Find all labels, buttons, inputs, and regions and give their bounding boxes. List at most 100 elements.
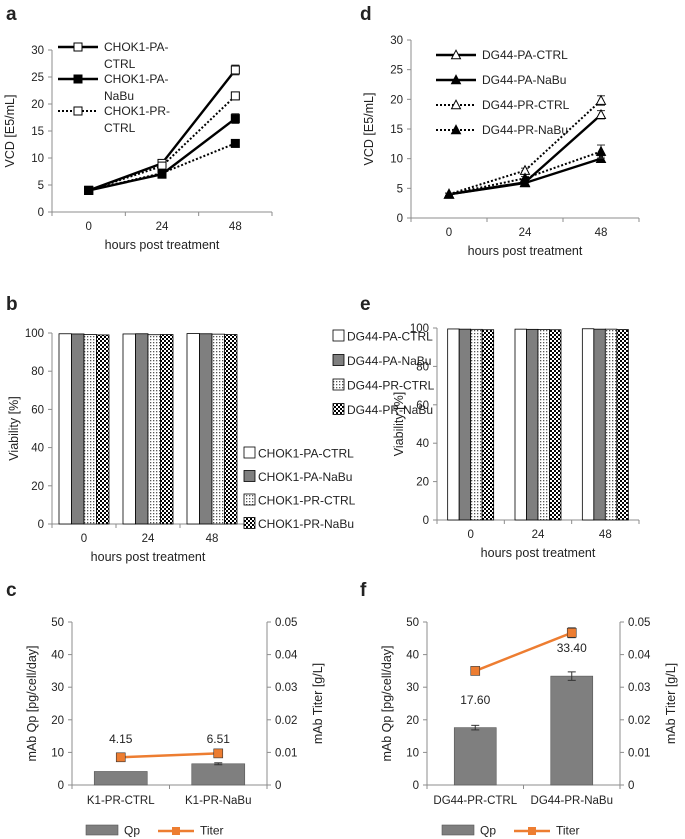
panel-a-y-tick-label: 30 [31,45,44,57]
panel-a-y-tick-label: 20 [31,99,44,111]
bar-DG44-PR-NaBu [549,329,562,521]
legend-label-CHOK1-PA-NaBu: CHOK1-PA- [104,72,168,86]
titer-point [470,666,481,676]
panel-f-y2-tick-label: 0.01 [628,747,650,759]
panel-c-y-tick-label: 40 [51,650,64,662]
legend-marker-DG44-PR-NaBu [450,124,462,135]
panel-f-x-tick-label: DG44-PR-CTRL [433,795,517,807]
panel-f-y-tick-label: 0 [413,780,419,792]
panel-c-y-tick-label: 50 [51,617,64,629]
panel-d-x-tick-label: 24 [519,227,532,239]
panel-a-x-tick-label: 24 [156,221,169,233]
bar-CHOK1-PA-CTRL [58,333,72,525]
bar-DG44-PR-NaBu [616,329,629,521]
bar-CHOK1-PA-NaBu [199,333,213,525]
bar-DG44-PR-CTRL [604,328,618,521]
panel-d-y-tick-label: 15 [390,124,403,136]
panel-e-y-tick-label: 80 [416,361,429,373]
bar-DG44-PA-CTRL [447,328,460,521]
panel-a-y-tick-label: 10 [31,153,44,165]
panel-b-y-tick-label: 40 [31,443,44,455]
legend-swatch-qp [441,824,475,836]
data-point-CHOK1-PR-NaBu [157,168,167,178]
legend-swatch-CHOK1-PA-NaBu [243,470,256,482]
series-line-CHOK1-PR-NaBu [88,142,236,192]
legend-label-CHOK1-PA-CTRL: CHOK1-PA- [104,40,168,54]
panel-d-x-tick-label: 48 [595,227,608,239]
panel-f-y-tick-label: 10 [406,747,419,759]
panel-a-y-axis-label: VCD [E5/mL] [3,95,17,168]
legend-label-CHOK1-PR-NaBu: CHOK1-PR-NaBu [258,517,354,531]
legend-label-DG44-PA-CTRL: DG44-PA-CTRL [482,48,568,62]
data-point-CHOK1-PR-NaBu [230,138,240,148]
bar-qp [191,763,246,786]
legend-marker-CHOK1-PA-CTRL [73,42,83,52]
legend-label-qp: Qp [480,824,496,838]
panel-e-y-tick-label: 20 [416,477,429,489]
panel-f-y2-tick-label: 0.03 [628,682,650,694]
panel-label-b: b [6,294,18,315]
panel-label-e: e [360,294,371,315]
panel-b-x-axis-label: hours post treatment [91,550,206,564]
data-point-DG44-PA-CTRL [595,108,607,120]
panel-f-y-tick-label: 20 [406,715,419,727]
series-line-DG44-PR-CTRL [448,99,602,196]
legend-label-DG44-PA-CTRL: DG44-PA-CTRL [347,330,433,344]
panel-a-x-axis-label: hours post treatment [105,238,220,252]
panel-c-y2-tick-label: 0 [275,780,281,792]
panel-e-y-tick-label: 100 [410,323,429,335]
panel-e-y-tick-label: 60 [416,400,429,412]
panel-f-y2-tick-label: 0 [628,780,634,792]
bar-qp [93,771,148,786]
panel-a-y-tick-label: 15 [31,126,44,138]
bar-CHOK1-PR-CTRL [147,334,161,525]
panel-f-y-tick-label: 30 [406,682,419,694]
legend-label-CHOK1-PA-NaBu: CHOK1-PA-NaBu [258,470,352,484]
panel-d-y-tick-label: 30 [390,35,403,47]
panel-e-x-tick-label: 48 [599,529,612,541]
panel-c-y-tick-label: 20 [51,715,64,727]
panel-b-x-tick-label: 0 [81,533,87,545]
series-CHOK1-PR-NaBu [84,138,240,195]
titer-point [115,752,126,763]
panel-f-y2-tick-label: 0.04 [628,650,651,662]
panel-label-f: f [360,580,367,601]
panel-f-y2-tick-label: 0.02 [628,715,650,727]
qp-value-label: 4.15 [109,732,133,746]
legend-label-qp: Qp [124,824,140,838]
panel-e-y-tick-label: 0 [423,515,429,527]
legend-swatch-DG44-PA-NaBu [332,354,345,366]
panel-c-y-tick-label: 10 [51,747,64,759]
panel-e-y-axis-label: Viability [%] [392,392,406,456]
data-point-CHOK1-PR-CTRL [230,91,240,101]
panel-b-y-tick-label: 80 [31,366,44,378]
panel-c-x-tick-label: K1-PR-CTRL [87,795,155,807]
legend-label-CHOK1-PR-CTRL: CHOK1-PR- [104,104,170,118]
panel-e-x-tick-label: 24 [532,529,545,541]
panel-d-x-axis-label: hours post treatment [468,244,583,258]
legend-label-DG44-PR-CTRL: DG44-PR-CTRL [482,98,570,112]
titer-line [474,631,573,673]
panel-b-y-tick-label: 0 [38,519,44,531]
legend-marker-CHOK1-PR-CTRL [73,106,83,116]
panel-d-y-tick-label: 10 [390,154,403,166]
qp-value-label: 6.51 [207,732,231,746]
titer-point [566,627,577,638]
bar-CHOK1-PA-CTRL [122,333,136,525]
titer-line [120,752,219,759]
legend-label-titer: Titer [556,824,580,838]
bar-DG44-PA-NaBu [526,328,539,521]
legend-label-titer: Titer [200,824,224,838]
panel-c-y2-tick-label: 0.05 [275,617,297,629]
legend-marker-CHOK1-PA-NaBu [73,74,83,84]
combo-chart-panel-f: 0 10 20 30 40 50 0 0.01 0.02 0.03 0.04 0.05 DG44-PR-… [380,617,678,838]
legend-marker-DG44-PR-CTRL [450,99,462,110]
panel-a-x-tick-label: 48 [229,221,242,233]
panel-c-y-axis-label: mAb Qp [pg/cell/day] [25,645,39,761]
legend-label-DG44-PR-CTRL: DG44-PR-CTRL [347,379,435,393]
bar-qp [550,675,594,786]
panel-a-y-tick-label: 0 [38,207,44,219]
panel-f-y-tick-label: 40 [406,650,419,662]
legend-swatch-DG44-PA-CTRL [332,329,345,342]
